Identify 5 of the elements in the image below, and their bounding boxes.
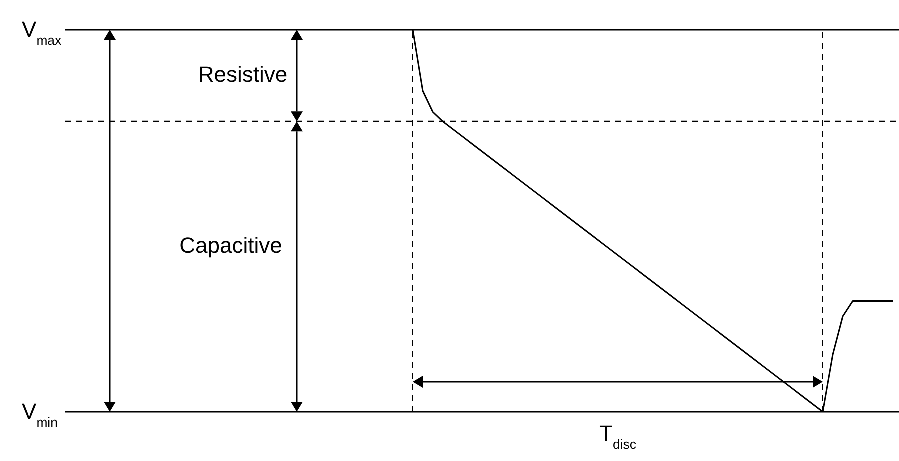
- text: Capacitive: [180, 233, 282, 258]
- text: T$_{disc}$: [600, 421, 637, 452]
- ref-line-label: V$_{max}$: [22, 17, 62, 48]
- text: Resistive: [198, 62, 288, 87]
- ref-line-label: V$_{min}$: [22, 399, 58, 430]
